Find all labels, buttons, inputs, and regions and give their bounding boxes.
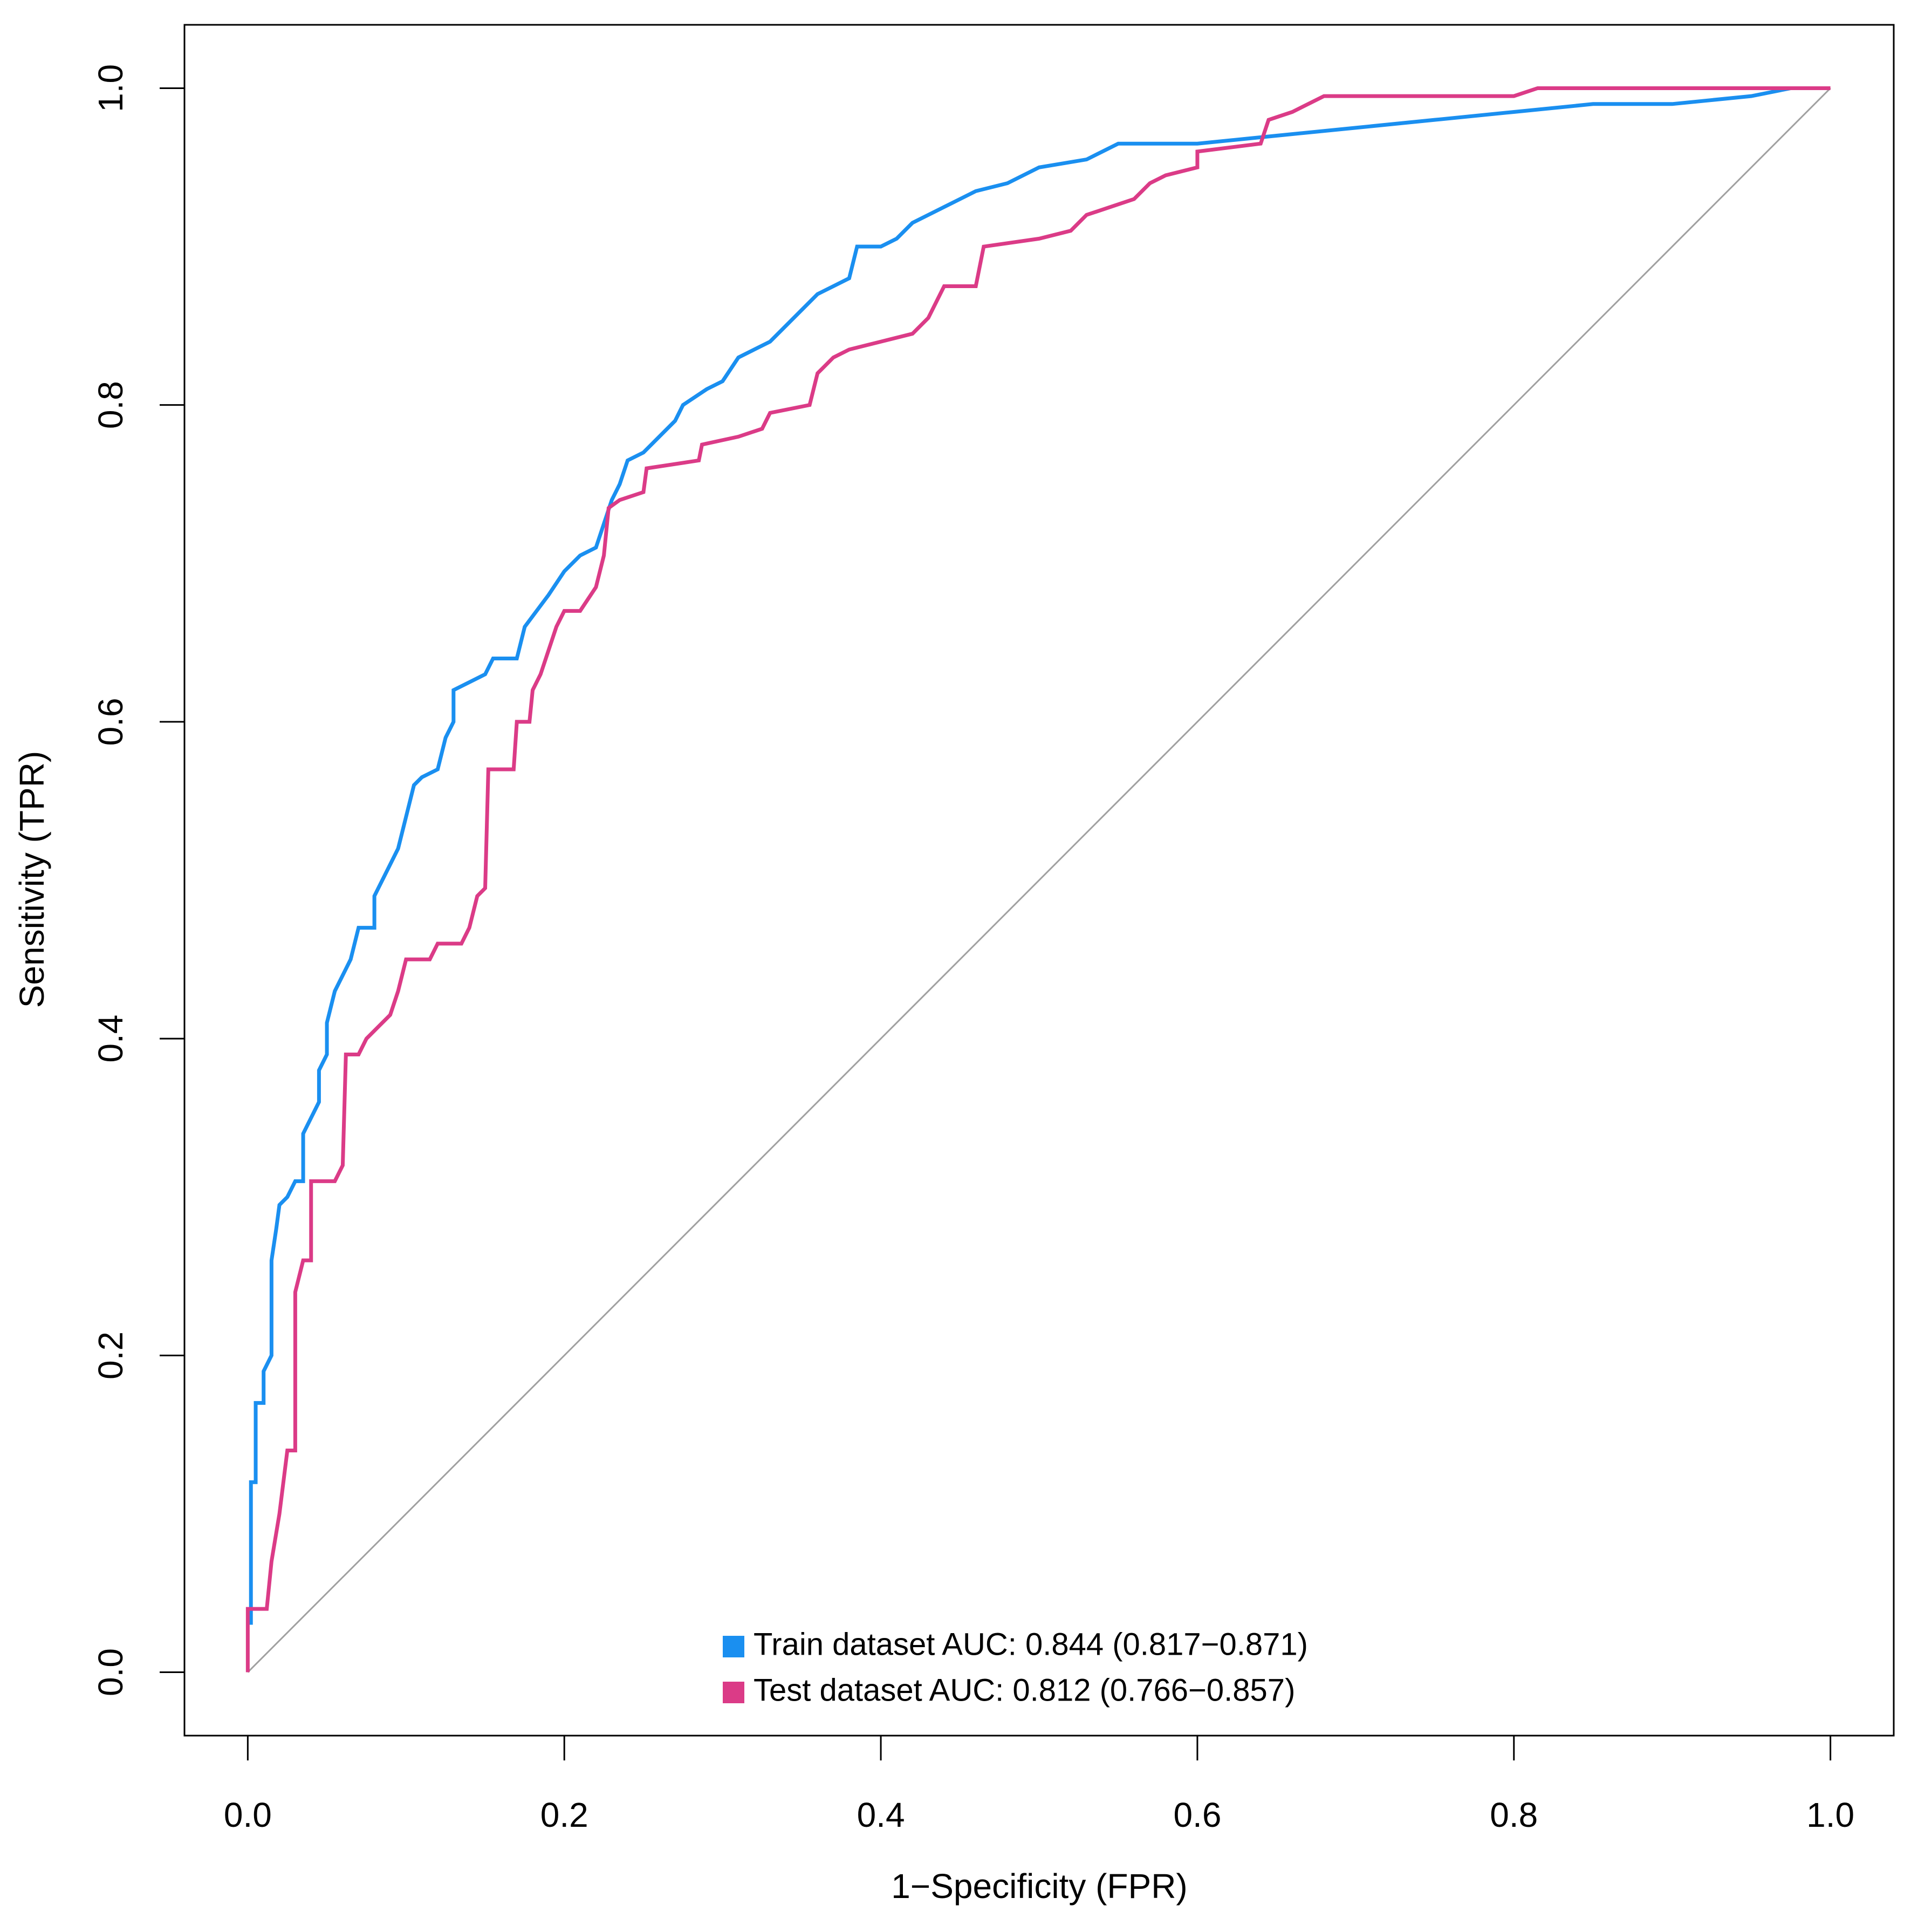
x-tick-label: 0.8 bbox=[1490, 1796, 1538, 1834]
x-tick-label: 0.4 bbox=[857, 1796, 905, 1834]
x-tick-label: 1.0 bbox=[1806, 1796, 1854, 1834]
legend-label: Train dataset AUC: 0.844 (0.817−0.871) bbox=[754, 1627, 1308, 1662]
roc-curve bbox=[245, 86, 1831, 1672]
y-tick-label: 0.8 bbox=[91, 381, 130, 429]
reference-line bbox=[247, 87, 1831, 1673]
y-axis-title: Sensitivity (TPR) bbox=[12, 751, 51, 1008]
roc-curve bbox=[249, 86, 1791, 1625]
y-tick-label: 0.4 bbox=[91, 1015, 130, 1063]
y-tick-label: 0.6 bbox=[91, 698, 130, 746]
y-tick-label: 0.2 bbox=[91, 1332, 130, 1380]
x-tick-label: 0.6 bbox=[1173, 1796, 1221, 1834]
x-tick-label: 0.2 bbox=[540, 1796, 588, 1834]
x-tick-label: 0.0 bbox=[224, 1796, 272, 1834]
legend-label: Test dataset AUC: 0.812 (0.766−0.857) bbox=[754, 1672, 1295, 1708]
x-axis-title: 1−Specificity (FPR) bbox=[891, 1867, 1187, 1906]
legend-swatch bbox=[723, 1636, 744, 1657]
y-tick-label: 1.0 bbox=[91, 64, 130, 112]
y-tick-label: 0.0 bbox=[91, 1648, 130, 1696]
legend-swatch bbox=[723, 1682, 744, 1703]
